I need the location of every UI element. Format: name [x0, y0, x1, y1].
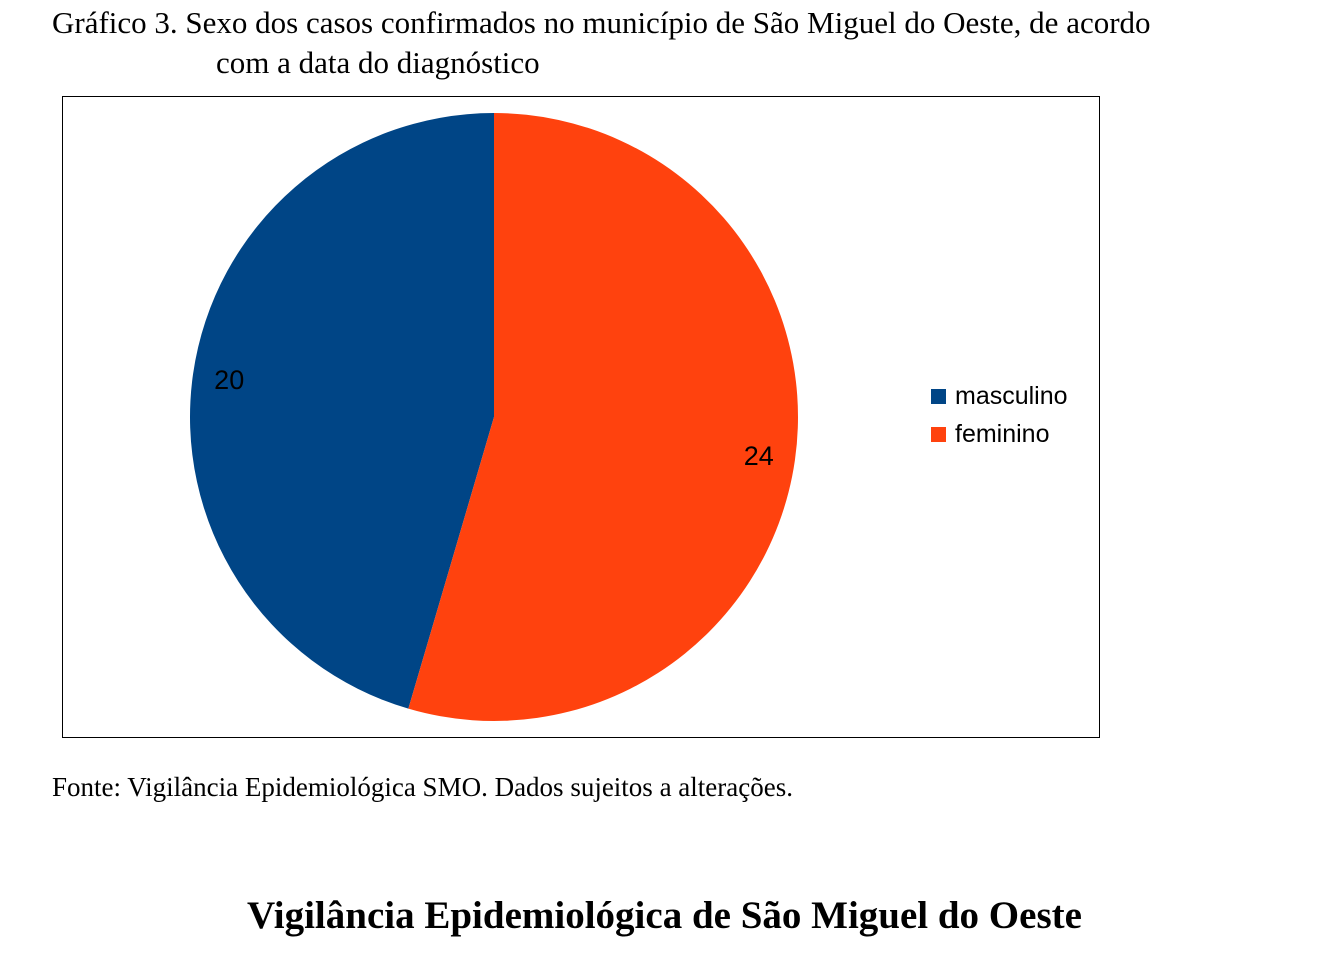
data-label-masculino: 20 — [214, 365, 244, 395]
legend-swatch-masculino — [931, 389, 946, 404]
chart-legend: masculino feminino — [931, 382, 1068, 448]
pie-slices — [190, 113, 799, 722]
chart-caption-line-1: Gráfico 3. Sexo dos casos confirmados no… — [52, 5, 1151, 40]
legend-label-masculino: masculino — [955, 382, 1068, 410]
data-label-feminino: 24 — [744, 441, 774, 471]
pie-slice-feminino — [408, 113, 799, 722]
legend-swatch-feminino — [931, 427, 946, 442]
chart-caption-line-2: com a data do diagnóstico — [216, 45, 540, 80]
pie-slice-masculino — [190, 113, 494, 709]
pie-chart-frame: 20 24 masculino feminino — [62, 96, 1100, 738]
footer-title: Vigilância Epidemiológica de São Miguel … — [247, 894, 1082, 937]
source-note: Fonte: Vigilância Epidemiológica SMO. Da… — [52, 772, 793, 802]
legend-label-feminino: feminino — [955, 420, 1050, 448]
